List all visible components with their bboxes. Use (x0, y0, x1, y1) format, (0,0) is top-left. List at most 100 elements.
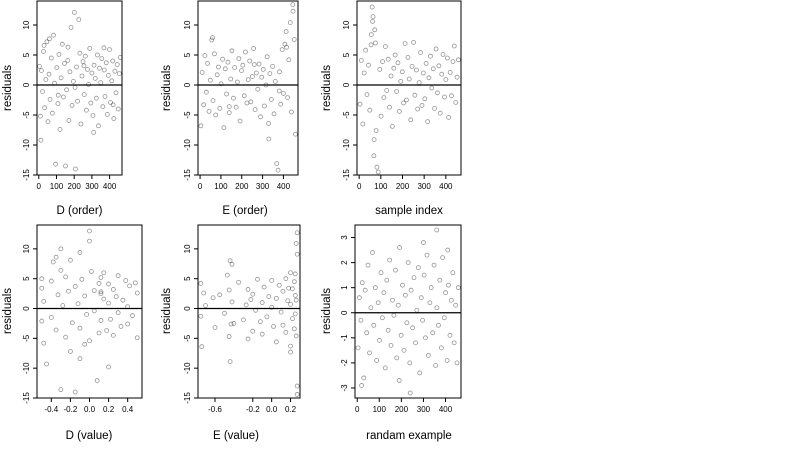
data-point (241, 93, 247, 99)
data-point (134, 290, 140, 296)
data-point (294, 392, 300, 397)
data-point (100, 104, 106, 109)
data-point (403, 97, 409, 103)
data-point (250, 328, 256, 334)
data-point (409, 64, 415, 69)
data-point (407, 390, 413, 396)
data-point (436, 322, 441, 328)
data-point (423, 61, 429, 66)
plot-frame (354, 224, 462, 399)
data-point (54, 65, 60, 70)
data-point (401, 347, 407, 353)
data-point (446, 115, 452, 120)
data-point (99, 56, 105, 61)
data-point (439, 71, 445, 77)
y-tick-label: 10 (183, 20, 192, 29)
data-point (433, 46, 439, 52)
data-point (65, 58, 71, 63)
data-point (399, 69, 405, 75)
data-point (285, 95, 290, 100)
data-point (402, 41, 408, 46)
data-point (395, 60, 401, 66)
x-tick-label: 300 (417, 182, 431, 191)
data-point (377, 337, 382, 343)
data-point (445, 247, 451, 253)
data-point (380, 59, 385, 64)
data-point (420, 70, 426, 76)
data-point (253, 307, 259, 313)
data-point (222, 66, 228, 72)
data-point (89, 269, 94, 274)
y-tick-label: 0 (183, 82, 192, 87)
data-point (288, 343, 293, 349)
x-axis-label: randam example (366, 430, 452, 442)
data-point (411, 40, 416, 45)
data-point (113, 294, 119, 299)
data-point (251, 62, 257, 67)
x-tick-label: 300 (256, 182, 270, 191)
data-point (125, 321, 131, 327)
data-point (48, 278, 54, 284)
data-point (384, 277, 390, 283)
data-point (39, 276, 45, 282)
y-tick-label: 0 (340, 310, 349, 315)
data-point (132, 280, 138, 286)
data-point (198, 123, 204, 129)
data-point (104, 112, 110, 117)
y-axis-label: residuals (321, 288, 333, 334)
data-point (408, 117, 414, 123)
data-point (114, 62, 120, 67)
data-point (257, 319, 263, 325)
data-point (429, 85, 435, 91)
data-point (440, 52, 446, 57)
data-point (455, 285, 461, 291)
x-axis-label: sample index (375, 205, 443, 217)
data-point (222, 310, 227, 316)
data-point (290, 8, 296, 14)
x-tick-label: 0.0 (266, 405, 278, 414)
data-point (400, 282, 405, 288)
data-point (275, 167, 281, 173)
data-point (58, 387, 64, 393)
data-point (89, 70, 95, 76)
data-point (367, 107, 373, 113)
data-point (372, 285, 378, 291)
data-point (41, 43, 47, 48)
data-point (291, 37, 297, 42)
data-point (231, 321, 237, 326)
data-point (98, 291, 104, 297)
data-point (243, 302, 249, 308)
data-point (66, 118, 72, 123)
data-point (73, 166, 78, 172)
data-point (249, 74, 255, 79)
x-tick-label: 100 (214, 182, 228, 191)
data-point (381, 95, 387, 100)
data-point (81, 63, 87, 69)
data-point (96, 330, 102, 336)
data-point (53, 254, 59, 260)
data-point (261, 284, 267, 290)
data-point (88, 100, 94, 106)
data-point (102, 94, 108, 99)
data-point (240, 62, 246, 68)
data-point (77, 325, 83, 331)
data-point (391, 312, 397, 318)
data-point (263, 82, 269, 88)
x-axis-label: E (order) (222, 205, 268, 217)
data-point (226, 334, 232, 339)
data-point (66, 288, 71, 294)
data-point (250, 291, 256, 297)
x-tick-label: 0.2 (103, 405, 115, 414)
y-tick-label: 10 (342, 20, 351, 29)
data-point (80, 59, 86, 64)
data-point (358, 58, 364, 63)
y-tick-label: 0 (342, 82, 351, 87)
data-point (239, 68, 244, 73)
data-point (259, 331, 265, 337)
data-point (199, 344, 205, 350)
data-point (355, 345, 361, 351)
data-point (55, 101, 61, 106)
data-point (372, 27, 378, 33)
data-point (245, 287, 251, 292)
plot-frame (36, 224, 143, 399)
